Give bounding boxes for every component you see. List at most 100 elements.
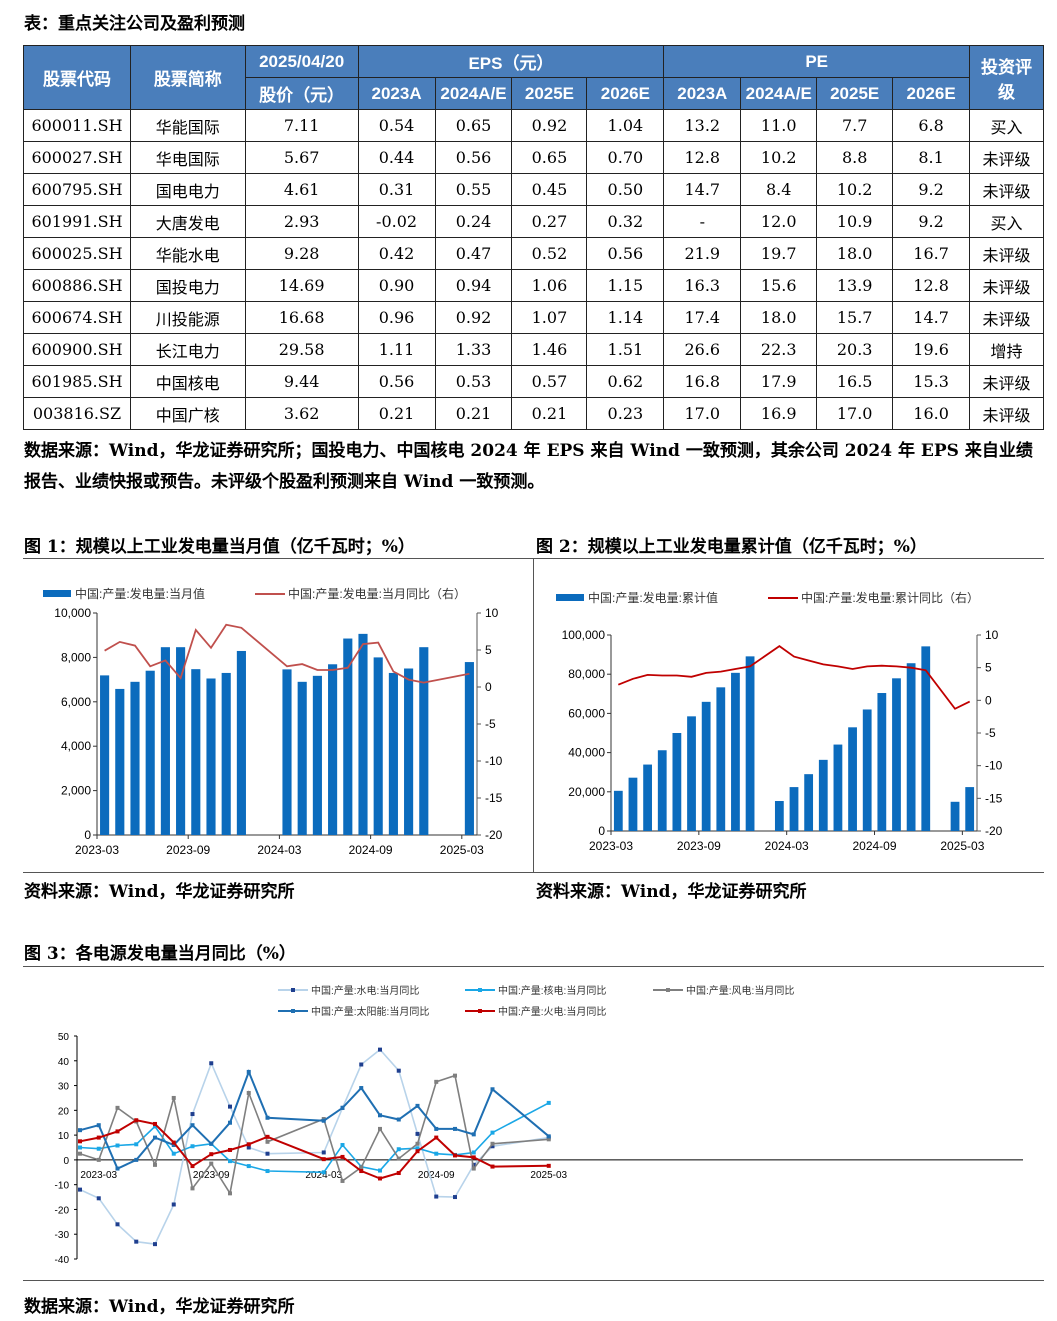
data-point: [359, 1165, 364, 1170]
y-tick-label: 0: [63, 1156, 69, 1167]
legend-marker: [478, 1009, 482, 1013]
table-row: 003816.SZ 中国广核 3.62 0.21 0.21 0.21 0.23 17.0 16.…: [23, 397, 1044, 430]
data-point: [115, 1143, 120, 1148]
data-point: [378, 1113, 382, 1118]
table-cell: 中国广核: [129, 397, 246, 430]
legend-label: 中国:产量:太阳能:当月同比: [311, 1005, 429, 1018]
bar: [833, 744, 843, 831]
data-point: [396, 1156, 401, 1161]
table-cell: 0.52: [511, 237, 588, 270]
table-cell: 中国核电: [129, 365, 246, 398]
header-pe: PE: [663, 45, 971, 78]
x-tick-label: 2023-03: [589, 839, 633, 853]
y-tick-label: -20: [55, 1205, 70, 1216]
bar: [419, 647, 429, 835]
table-cell: 0.47: [434, 237, 513, 270]
data-point: [228, 1147, 232, 1152]
bar: [921, 646, 931, 831]
data-point: [546, 1100, 551, 1105]
y-tick-label: 8,000: [61, 650, 91, 664]
x-tick-label: 2023-03: [75, 843, 119, 857]
table-cell: 15.6: [740, 269, 818, 302]
y-tick-label: 20,000: [568, 785, 605, 799]
data-point: [78, 1151, 82, 1156]
bar: [160, 647, 170, 835]
data-point: [265, 1169, 270, 1174]
legend-label: 中国:产量:发电量:当月值: [75, 586, 205, 601]
data-point: [396, 1147, 401, 1152]
data-point: [96, 1157, 101, 1162]
table-cell: 17.0: [816, 397, 894, 430]
table-cell: 9.44: [244, 365, 359, 398]
table-cell: 600027.SH: [23, 141, 131, 174]
header-code: 股票代码: [23, 45, 131, 110]
data-point: [265, 1115, 270, 1120]
y-tick-label: 4,000: [61, 739, 91, 753]
table-cell: 0.55: [434, 173, 513, 206]
table-cell: 1.07: [511, 301, 588, 334]
x-tick-label: 2025-03: [440, 843, 484, 857]
table-row: 601991.SH 大唐发电 2.93 -0.02 0.24 0.27 0.32-12.0 1…: [23, 205, 1044, 238]
bar: [701, 701, 711, 831]
table-row: 600674.SH 川投能源 16.68 0.96 0.92 1.07 1.14 17.4 18…: [23, 301, 1044, 334]
table-cell: 16.3: [663, 269, 742, 302]
bar: [130, 681, 140, 835]
data-point: [415, 1149, 420, 1154]
data-point: [546, 1137, 551, 1142]
y2-tick-label: -5: [485, 717, 496, 731]
table-cell: 川投能源: [129, 301, 246, 334]
table-cell: 0.70: [586, 141, 665, 174]
header-pe-year: 2023A: [663, 77, 742, 110]
table-cell: 600795.SH: [23, 173, 131, 206]
table-cell: 0.21: [511, 397, 588, 430]
data-point: [378, 1176, 382, 1181]
table-cell: 0.42: [357, 237, 436, 270]
data-point: [359, 1169, 364, 1174]
data-point: [434, 1079, 439, 1084]
table-cell: 0.56: [586, 237, 665, 270]
divider: [23, 1280, 1044, 1281]
data-point: [96, 1123, 101, 1128]
table-cell: 1.15: [586, 269, 665, 302]
data-point: [171, 1140, 176, 1145]
table-cell: 1.14: [586, 301, 665, 334]
data-point: [171, 1202, 176, 1207]
data-point: [490, 1164, 495, 1169]
table-cell: 17.0: [663, 397, 742, 430]
table-cell: 12.8: [892, 269, 971, 302]
y-tick-label: 80,000: [568, 667, 605, 681]
data-point: [228, 1104, 232, 1109]
data-point: [321, 1150, 326, 1155]
bar: [191, 669, 201, 835]
table-row: 600027.SH 华电国际 5.67 0.44 0.56 0.65 0.70 12.8 10.…: [23, 141, 1044, 174]
table-cell: 13.9: [816, 269, 894, 302]
table-cell: 6.8: [892, 109, 971, 142]
bar: [906, 663, 916, 831]
bar: [745, 656, 755, 831]
table-cell: 0.62: [586, 365, 665, 398]
table-cell: 600900.SH: [23, 333, 131, 366]
legend-label: 中国:产量:火电:当月同比: [498, 1005, 606, 1018]
table-cell: 9.2: [892, 205, 971, 238]
data-point: [340, 1143, 345, 1148]
table-cell: 未评级: [969, 397, 1044, 430]
y-tick-label: 0: [84, 828, 91, 842]
data-point: [246, 1164, 251, 1169]
line-series: [79, 1102, 550, 1174]
header-name: 股票简称: [129, 45, 246, 110]
y-tick-label: 100,000: [562, 628, 606, 642]
bar: [388, 672, 398, 835]
table-cell: 1.33: [434, 333, 513, 366]
table-cell: 600011.SH: [23, 109, 131, 142]
x-tick-label: 2023-09: [166, 843, 210, 857]
bar: [628, 777, 638, 831]
y2-tick-label: 0: [485, 680, 492, 694]
line-series: [617, 644, 971, 710]
y-tick-label: 40,000: [568, 746, 605, 760]
fig1-chart: 中国:产量:发电量:当月值 中国:产量:发电量:当月同比（右） 0 2,000 4,00…: [43, 586, 503, 857]
x-tick-label: 2024-09: [852, 839, 896, 853]
table-note: 数据来源：Wind，华龙证券研究所；国投电力、中国核电 2024 年 EPS 来…: [24, 441, 1033, 492]
table-cell: 0.65: [434, 109, 513, 142]
data-point: [115, 1129, 120, 1134]
table-cell: 国投电力: [129, 269, 246, 302]
